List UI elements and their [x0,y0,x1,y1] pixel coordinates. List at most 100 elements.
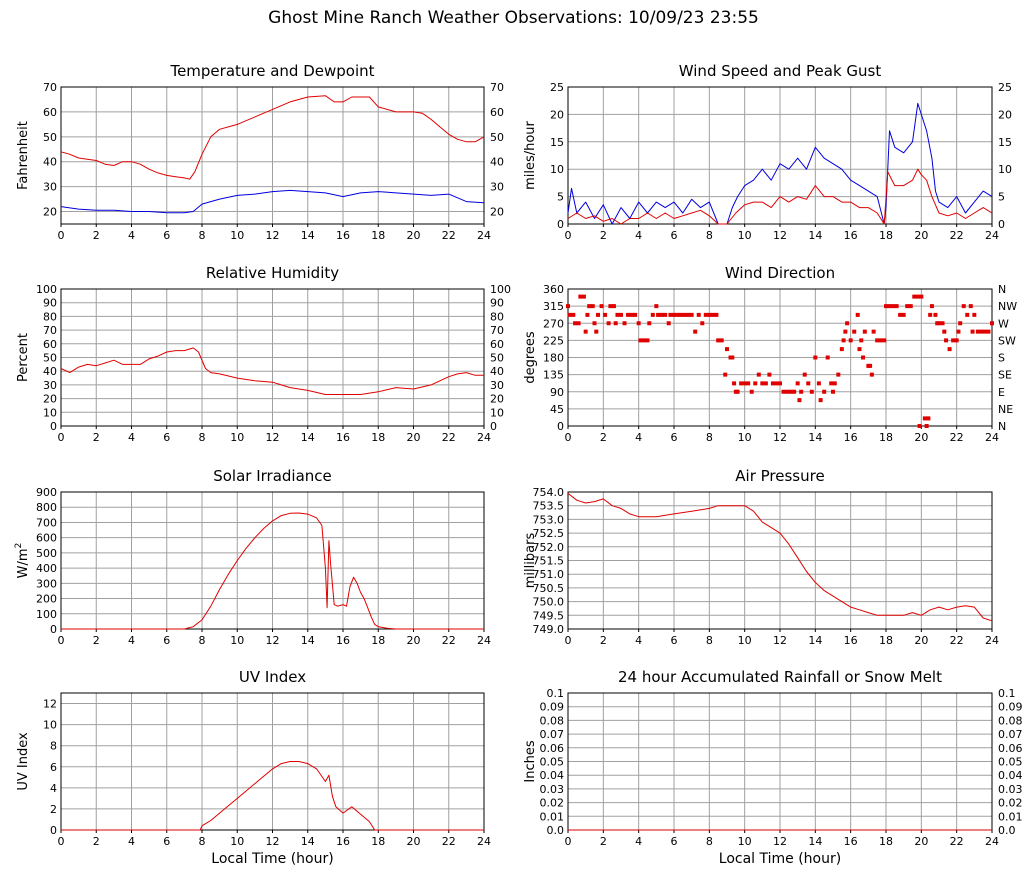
y-tick-label: 0.01 [540,810,565,823]
data-point [654,304,659,309]
x-tick-label: 8 [199,835,206,848]
series-line-1 [60,189,485,214]
y-tick-label: 90 [43,297,57,310]
data-point [739,381,744,386]
x-tick-label: 2 [600,431,607,444]
data-point [875,338,880,343]
x-tick-label: 0 [58,431,65,444]
data-point [735,389,740,394]
y-tick-label: 0 [50,623,57,636]
y-tick-label-right: 90 [490,297,504,310]
data-point [857,347,862,352]
x-tick-label: 14 [808,229,822,242]
x-tick-label: 16 [844,835,858,848]
x-tick-label: 4 [128,431,135,444]
data-point [797,398,802,403]
y-tick-label: 10 [550,163,564,176]
y-tick-label: 25 [550,81,564,94]
y-tick-label: 70 [43,81,57,94]
data-point [795,381,800,386]
x-tick-label: 0 [58,634,65,647]
x-tick-label: 12 [773,835,787,848]
data-point [636,321,641,326]
data-point [679,312,684,317]
x-tick-label: 12 [266,634,280,647]
x-tick-label: 0 [565,835,572,848]
data-point [799,389,804,394]
y-tick-label-right: NW [998,300,1017,313]
y-tick-label: 753.5 [533,500,565,513]
data-point [707,312,712,317]
data-point [933,312,938,317]
x-tick-label: 14 [301,835,315,848]
data-point [958,321,963,326]
x-tick-label: 24 [477,634,491,647]
data-point [855,312,860,317]
y-tick-label-right: 0.09 [998,701,1023,714]
series-line-0 [61,512,484,630]
x-tick-label: 6 [163,229,170,242]
data-point [629,312,634,317]
x-tick-label: 10 [738,634,752,647]
y-tick-label: 600 [36,532,57,545]
x-tick-label: 24 [985,634,999,647]
data-point [825,355,830,360]
data-point [813,355,818,360]
y-tick-label: 80 [43,310,57,323]
data-point [852,329,857,334]
x-tick-label: 22 [442,634,456,647]
data-point [774,381,779,386]
y-tick-label-right: 5 [998,191,1005,204]
y-tick-label-right: 40 [490,365,504,378]
x-tick-label: 4 [635,229,642,242]
x-tick-label: 20 [914,634,928,647]
y-tick-label-right: 0.04 [998,769,1023,782]
data-point [700,321,705,326]
data-point [822,389,827,394]
data-point [841,338,846,343]
x-tick-label: 24 [477,229,491,242]
chart-title: Relative Humidity [206,264,339,282]
data-point [862,329,867,334]
x-tick-label: 14 [301,634,315,647]
y-tick-label: 0.07 [540,728,565,741]
data-point [922,416,927,421]
x-tick-label: 8 [706,431,713,444]
series-line-0 [567,493,993,622]
data-point [666,321,671,326]
data-point [566,304,570,309]
data-point [596,312,601,317]
y-tick-label: 20 [43,393,57,406]
y-tick-label-right: 20 [490,206,504,219]
y-tick-label: 750.5 [533,582,565,595]
x-tick-label: 2 [600,634,607,647]
y-tick-label: 70 [43,324,57,337]
x-tick-label: 12 [773,634,787,647]
data-point [961,304,966,309]
y-axis-label: Percent [16,333,31,382]
data-point [703,312,708,317]
data-point [829,381,834,386]
x-tick-label: 10 [230,431,244,444]
y-tick-label: 60 [43,106,57,119]
x-tick-label: 20 [914,835,928,848]
data-point [956,329,961,334]
x-tick-label: 24 [477,431,491,444]
data-point [878,338,883,343]
data-point [760,381,765,386]
x-tick-label: 22 [950,431,964,444]
data-point [861,355,866,360]
data-point [641,338,646,343]
y-tick-label: 0 [50,420,57,433]
data-point [937,321,941,326]
data-point [719,338,724,343]
y-tick-label: 749.0 [533,623,565,636]
y-tick-label: 752.0 [533,541,565,554]
x-tick-label: 24 [985,431,999,444]
y-tick-label: 4 [50,782,57,795]
x-tick-label: 8 [199,431,206,444]
x-tick-label: 4 [128,634,135,647]
y-tick-label: 20 [550,108,564,121]
y-axis-label-sup: 2 [14,543,24,549]
